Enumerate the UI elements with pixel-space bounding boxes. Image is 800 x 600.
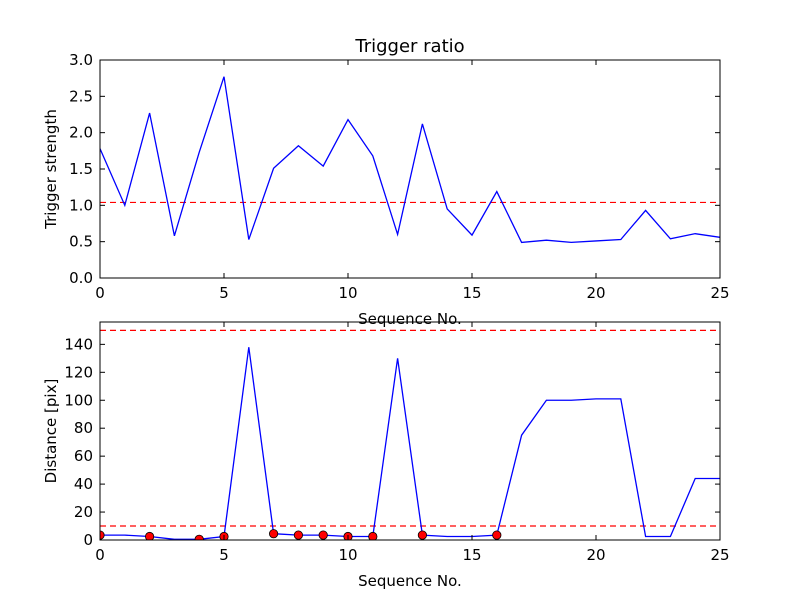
chart2-series-line-1 <box>100 347 720 540</box>
chart2-ytick-label-2: 20 <box>74 503 93 521</box>
chart2-ytick-label-8: 140 <box>64 335 93 353</box>
chart2-xtick-label-1: 0 <box>95 546 105 564</box>
chart2-point-7 <box>318 530 328 540</box>
chart2-point-5 <box>268 529 279 539</box>
chart2-ytick-label-5: 80 <box>74 419 93 437</box>
chart1-ytick-label-1: 0.0 <box>69 269 93 287</box>
chart2: 0 5 10 15 20 25 0 20 40 60 80 100 120 140 Sequence No.… <box>42 321 730 590</box>
chart2-ytick-label-7: 120 <box>64 363 93 381</box>
chart1-ylabel: Trigger strength <box>42 109 60 230</box>
chart2-ytick-label-4: 60 <box>74 447 93 465</box>
chart2-ytick-label-1: 0 <box>83 531 93 549</box>
chart2-ylabel: Distance [pix] <box>42 379 60 484</box>
chart2-axes-frame <box>99 321 721 541</box>
chart2-point-11 <box>492 530 502 540</box>
chart2-ytick-label-3: 40 <box>74 475 93 493</box>
chart2-point-9 <box>368 531 378 540</box>
chart1-xtick-label-2: 5 <box>219 284 229 302</box>
chart2-ytick-label-6: 100 <box>64 391 93 409</box>
chart1-series-line-1 <box>100 76 720 244</box>
chart1-ytick-label-6: 2.5 <box>69 87 93 105</box>
chart2-xlabel: Sequence No. <box>358 572 462 590</box>
chart1-ytick-label-4: 1.5 <box>69 160 93 178</box>
chart1-xtick-label-4: 15 <box>462 284 481 302</box>
chart1-ytick-label-7: 3.0 <box>69 51 93 69</box>
chart1: 0 5 10 15 20 25 0.0 0.5 1.0 1.5 2.0 2.5 3.0 Trigger r… <box>42 36 730 328</box>
chart2-xtick-label-3: 10 <box>338 546 357 564</box>
chart2-point-6 <box>293 530 303 540</box>
chart1-xtick-label-5: 20 <box>586 284 605 302</box>
chart2-xtick-label-6: 25 <box>710 546 729 564</box>
chart1-xtick-label-3: 10 <box>338 284 357 302</box>
chart1-axes-frame <box>99 59 721 279</box>
chart2-xtick-label-2: 5 <box>219 546 229 564</box>
chart2-point-3 <box>194 534 204 540</box>
chart1-xtick-label-6: 25 <box>710 284 729 302</box>
chart2-point-2 <box>145 531 155 540</box>
chart1-title: Trigger ratio <box>354 36 464 57</box>
chart2-xtick-label-5: 20 <box>586 546 605 564</box>
chart1-ytick-label-3: 1.0 <box>69 196 93 214</box>
chart2-point-10 <box>417 530 427 540</box>
chart1-ytick-label-2: 0.5 <box>69 233 93 251</box>
chart1-xtick-label-1: 0 <box>95 284 105 302</box>
chart1-xlabel: Sequence No. <box>358 310 462 328</box>
chart2-xtick-label-4: 15 <box>462 546 481 564</box>
chart1-ytick-label-5: 2.0 <box>69 124 93 142</box>
